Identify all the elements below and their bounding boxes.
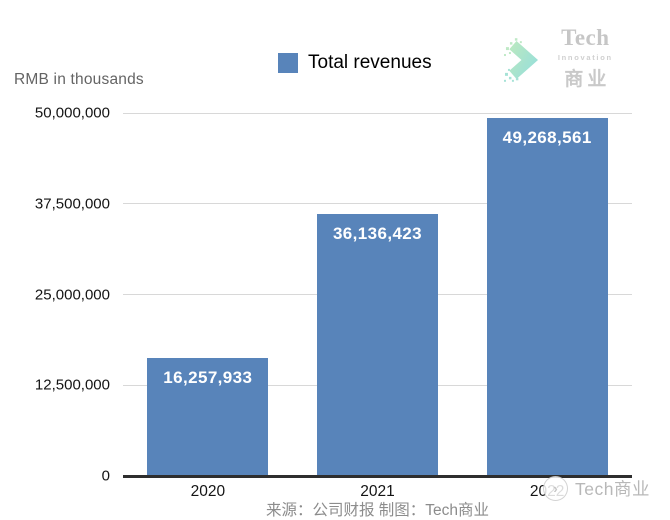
chevron-circle-logo-icon: › bbox=[543, 476, 568, 501]
plot-area: 0 12,500,000 25,000,000 37,500,000 50,000,00… bbox=[35, 106, 632, 500]
brand-logo: Tech Innovation 商业 bbox=[503, 26, 623, 91]
category-band: 36,136,423 2021 bbox=[293, 113, 463, 500]
legend: Total revenues bbox=[278, 52, 432, 74]
bar-2020: 16,257,933 bbox=[147, 357, 269, 476]
source-caption: 来源：公司财报 制图：Tech商业 bbox=[265, 502, 490, 519]
bottom-right-watermark: › Tech商业 bbox=[543, 476, 650, 501]
x-tick-label: 2020 bbox=[190, 483, 226, 500]
bar-value-label: 36,136,423 bbox=[332, 223, 423, 243]
y-tick-label: 25,000,000 bbox=[34, 286, 110, 303]
bar-value-label: 49,268,561 bbox=[502, 128, 592, 148]
brand-name: Tech bbox=[561, 25, 610, 50]
brand-text: Tech Innovation 商业 bbox=[548, 26, 623, 91]
category-band: 49,268,5612022 bbox=[462, 113, 632, 500]
x-axis-baseline bbox=[123, 474, 632, 478]
y-tick-label: 0 bbox=[101, 467, 110, 485]
brand-subtitle: Innovation bbox=[557, 53, 613, 62]
axis-unit-note: RMB in thousands bbox=[14, 71, 144, 88]
y-tick-label: 50,000,000 bbox=[34, 104, 110, 122]
y-tick-label: 12,500,000 bbox=[34, 376, 110, 394]
pixel-chevron-right-icon bbox=[503, 37, 539, 82]
brand-cn-name: 商业 bbox=[564, 69, 611, 90]
watermark-text: Tech商业 bbox=[575, 479, 650, 499]
bar-2021: 36,136,423 bbox=[316, 213, 438, 476]
gridline bbox=[123, 112, 632, 114]
gridline bbox=[123, 203, 632, 205]
y-tick-label: 37,500,000 bbox=[34, 195, 110, 213]
category-band: 16,257,933 2020 bbox=[123, 113, 293, 500]
bar-value-label: 16,257,933 bbox=[163, 367, 253, 387]
bar-2022: 49,268,561 bbox=[486, 118, 608, 476]
legend-swatch bbox=[278, 53, 298, 73]
legend-label: Total revenues bbox=[308, 52, 432, 73]
x-tick-label: 2021 bbox=[360, 483, 395, 500]
